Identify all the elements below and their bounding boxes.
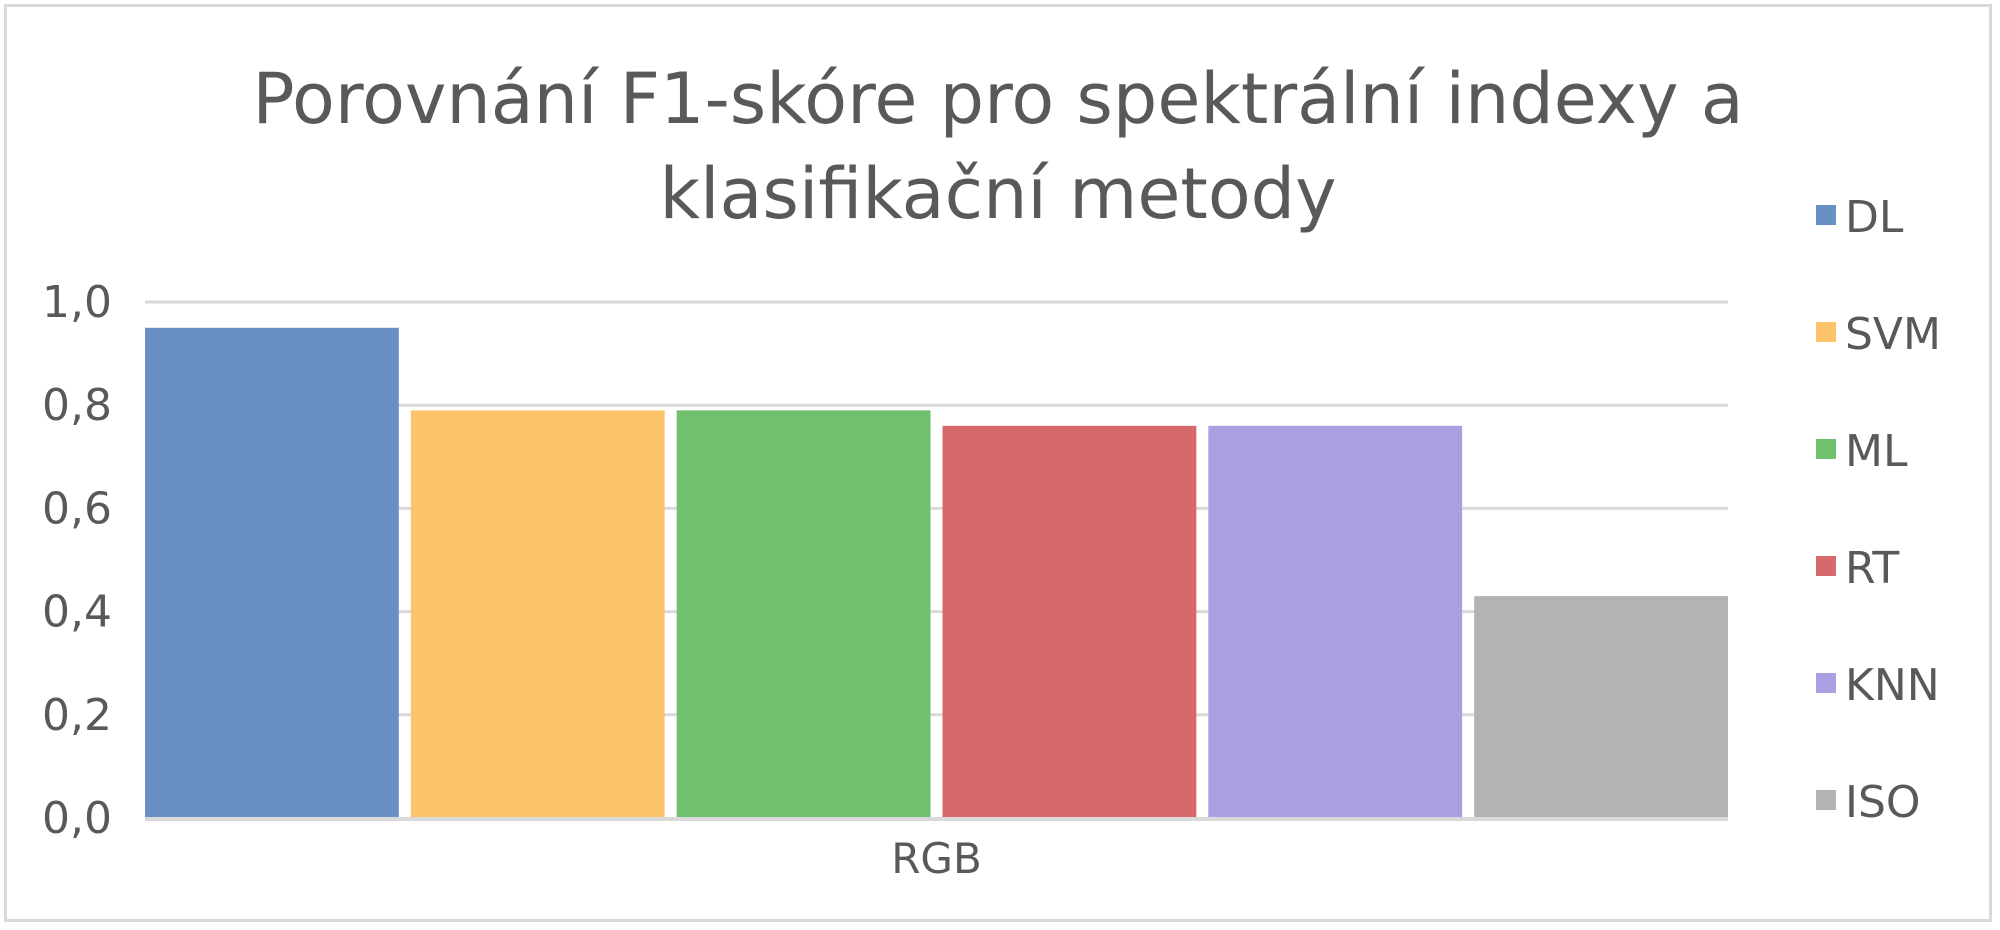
chart-title: Porovnání F1-skóre pro spektrální indexy…	[252, 58, 1743, 235]
bar-dl	[145, 327, 399, 818]
legend-swatch-rt	[1816, 556, 1836, 576]
y-tick-label: 0,4	[42, 587, 112, 638]
legend-label-iso: ISO	[1845, 777, 1921, 828]
bar-iso	[1474, 596, 1728, 818]
x-category-label: RGB	[891, 834, 982, 883]
y-tick-label: 1,0	[42, 277, 112, 328]
legend: DL SVM ML RT KNN ISO	[1816, 192, 1941, 828]
legend-swatch-svm	[1816, 322, 1836, 342]
legend-label-ml: ML	[1845, 426, 1908, 477]
axes: 0,0 0,2 0,4 0,6 0,8 1,0 RGB	[42, 277, 1728, 883]
legend-label-dl: DL	[1845, 192, 1904, 243]
chart-title-line-1: Porovnání F1-skóre pro spektrální indexy…	[252, 58, 1743, 140]
chart-title-line-2: klasifikační metody	[659, 153, 1336, 235]
gridlines	[145, 300, 1728, 717]
bar-ml	[676, 410, 931, 818]
legend-label-rt: RT	[1845, 543, 1899, 594]
legend-swatch-dl	[1816, 205, 1836, 225]
y-tick-label: 0,6	[42, 483, 112, 534]
bar-knn	[1208, 425, 1463, 818]
legend-swatch-ml	[1816, 439, 1836, 459]
bar-rt	[942, 425, 1197, 818]
legend-label-knn: KNN	[1845, 660, 1940, 711]
legend-label-svm: SVM	[1845, 309, 1941, 360]
y-tick-label: 0,2	[42, 690, 112, 741]
bars	[145, 327, 1728, 818]
legend-swatch-iso	[1816, 790, 1836, 810]
legend-swatch-knn	[1816, 673, 1836, 693]
y-tick-label: 0,8	[42, 380, 112, 431]
bar-svm	[410, 410, 665, 818]
y-tick-label: 0,0	[42, 793, 112, 844]
